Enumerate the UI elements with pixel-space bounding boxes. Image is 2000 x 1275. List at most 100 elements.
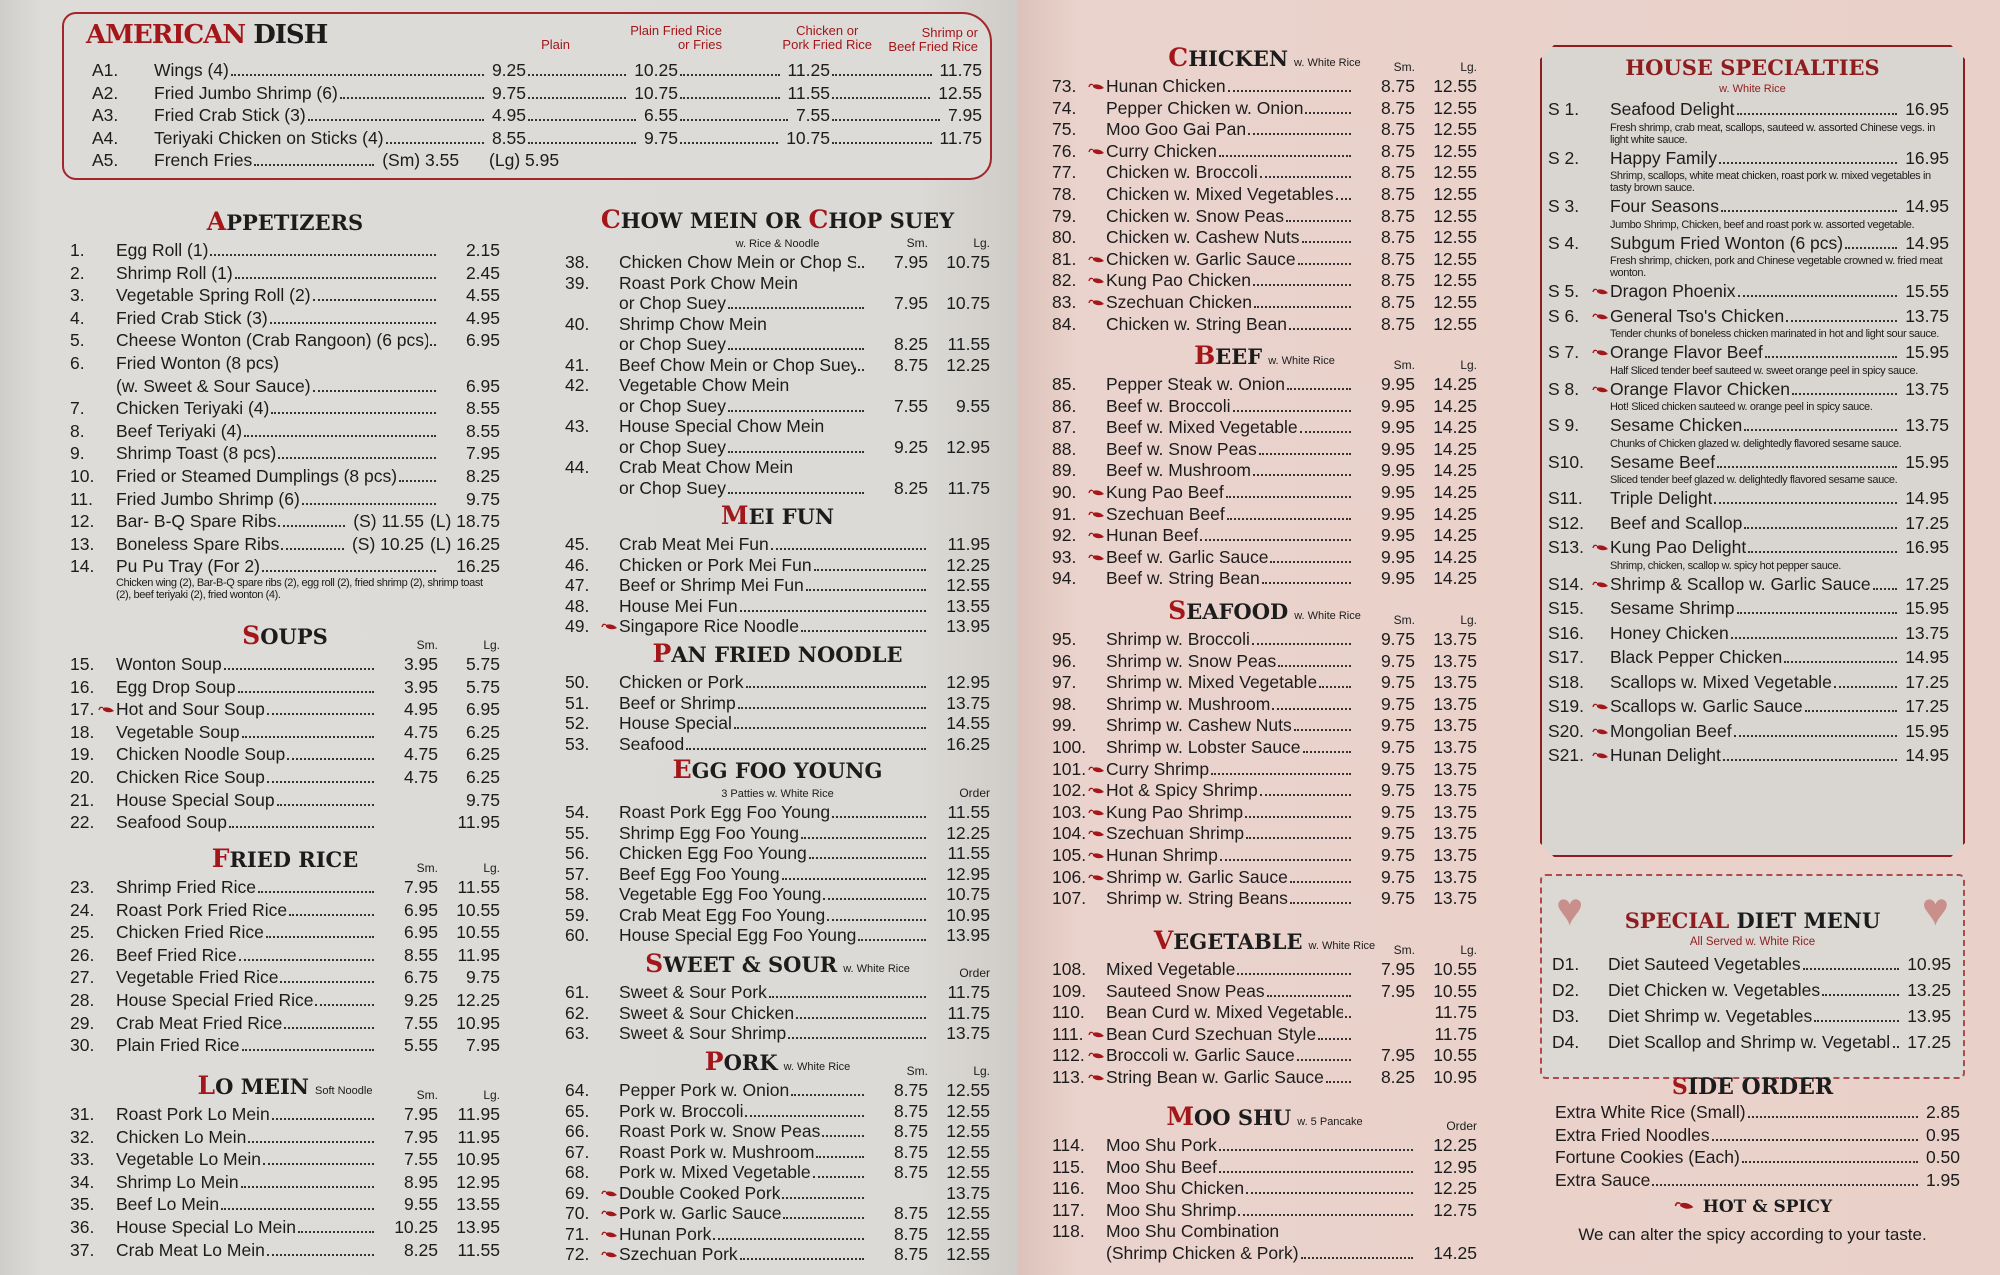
- menu-item[interactable]: S17. Black Pepper Chicken 14.95: [1548, 647, 1949, 672]
- menu-item[interactable]: Extra Fried Noodles 0.95: [1555, 1125, 1960, 1148]
- menu-item[interactable]: 12. Bar- B-Q Spare Ribs (S) 11.55 (L) 18.75: [70, 511, 500, 534]
- menu-item[interactable]: A4. Teriyaki Chicken on Sticks (4) 8.55 9.7…: [92, 128, 982, 149]
- menu-item[interactable]: 52. House Special 14.55: [565, 713, 990, 734]
- menu-item[interactable]: 8. Beef Teriyaki (4) 8.55: [70, 421, 500, 444]
- menu-item[interactable]: 22. Seafood Soup 11.95: [70, 812, 500, 835]
- menu-item[interactable]: Fortune Cookies (Each) 0.50: [1555, 1147, 1960, 1170]
- menu-item[interactable]: S 1. Seafood Delight 16.95 Fresh shrimp, cr…: [1548, 99, 1949, 146]
- menu-item[interactable]: 62. Sweet & Sour Chicken 11.75: [565, 1003, 990, 1024]
- menu-item[interactable]: 91. Szechuan Beef 9.95 14.25: [1052, 504, 1477, 526]
- menu-item[interactable]: 3. Vegetable Spring Roll (2) 4.55: [70, 285, 500, 308]
- menu-item[interactable]: 44. Crab Meat Chow Mein or Chop Suey 8.25 11…: [565, 457, 990, 498]
- menu-item[interactable]: D2. Diet Chicken w. Vegetables 13.25: [1552, 980, 1951, 1006]
- menu-item[interactable]: 21. House Special Soup 9.75: [70, 790, 500, 813]
- menu-item[interactable]: 87. Beef w. Mixed Vegetable 9.95 14.25: [1052, 417, 1477, 439]
- menu-item[interactable]: S15. Sesame Shrimp 15.95: [1548, 598, 1949, 623]
- menu-item[interactable]: 68. Pork w. Mixed Vegetable 8.75 12.55: [565, 1162, 990, 1183]
- menu-item[interactable]: 103. Kung Pao Shrimp 9.75 13.75: [1052, 802, 1477, 824]
- menu-item[interactable]: 45. Crab Meat Mei Fun 11.95: [565, 534, 990, 555]
- menu-item[interactable]: S13. Kung Pao Delight 16.95 Shrimp, chicken…: [1548, 537, 1949, 572]
- menu-item[interactable]: 118. Moo Shu Combination (Shrimp Chicken &…: [1052, 1221, 1477, 1264]
- menu-item[interactable]: 60. House Special Egg Foo Young 13.95: [565, 925, 990, 946]
- menu-item[interactable]: 63. Sweet & Sour Shrimp 13.75: [565, 1023, 990, 1044]
- menu-item[interactable]: 73. Hunan Chicken 8.75 12.55: [1052, 76, 1477, 98]
- menu-item[interactable]: 30. Plain Fried Rice 5.55 7.95: [70, 1035, 500, 1058]
- menu-item[interactable]: 56. Chicken Egg Foo Young 11.55: [565, 843, 990, 864]
- menu-item[interactable]: 43. House Special Chow Mein or Chop Suey 9.…: [565, 416, 990, 457]
- menu-item[interactable]: 66. Roast Pork w. Snow Peas 8.75 12.55: [565, 1121, 990, 1142]
- menu-item[interactable]: 34. Shrimp Lo Mein 8.95 12.95: [70, 1172, 500, 1195]
- menu-item[interactable]: A5. French Fries (Sm) 3.55 (Lg) 5.95: [92, 150, 559, 171]
- menu-item[interactable]: 11. Fried Jumbo Shrimp (6) 9.75: [70, 489, 500, 512]
- menu-item[interactable]: 28. House Special Fried Rice 9.25 12.25: [70, 990, 500, 1013]
- menu-item[interactable]: S 9. Sesame Chicken 13.75 Chunks of Chicken…: [1548, 415, 1949, 450]
- menu-item[interactable]: 61. Sweet & Sour Pork 11.75: [565, 982, 990, 1003]
- menu-item[interactable]: 106. Shrimp w. Garlic Sauce 9.75 13.75: [1052, 867, 1477, 889]
- menu-item[interactable]: 42. Vegetable Chow Mein or Chop Suey 7.55 9.…: [565, 375, 990, 416]
- menu-item[interactable]: 1. Egg Roll (1) 2.15: [70, 240, 500, 263]
- menu-item[interactable]: 31. Roast Pork Lo Mein 7.95 11.95: [70, 1104, 500, 1127]
- menu-item[interactable]: 76. Curry Chicken 8.75 12.55: [1052, 141, 1477, 163]
- menu-item[interactable]: 98. Shrimp w. Mushroom 9.75 13.75: [1052, 694, 1477, 716]
- menu-item[interactable]: 46. Chicken or Pork Mei Fun 12.25: [565, 555, 990, 576]
- menu-item[interactable]: 117. Moo Shu Shrimp 12.75: [1052, 1200, 1477, 1222]
- menu-item[interactable]: 19. Chicken Noodle Soup 4.75 6.25: [70, 744, 500, 767]
- menu-item[interactable]: S20. Mongolian Beef 15.95: [1548, 721, 1949, 746]
- menu-item[interactable]: 75. Moo Goo Gai Pan 8.75 12.55: [1052, 119, 1477, 141]
- menu-item[interactable]: 16. Egg Drop Soup 3.95 5.75: [70, 677, 500, 700]
- menu-item[interactable]: S11. Triple Delight 14.95: [1548, 488, 1949, 513]
- menu-item[interactable]: S21. Hunan Delight 14.95: [1548, 745, 1949, 770]
- menu-item[interactable]: 20. Chicken Rice Soup 4.75 6.25: [70, 767, 500, 790]
- menu-item[interactable]: 7. Chicken Teriyaki (4) 8.55: [70, 398, 500, 421]
- menu-item[interactable]: 18. Vegetable Soup 4.75 6.25: [70, 722, 500, 745]
- menu-item[interactable]: 54. Roast Pork Egg Foo Young 11.55: [565, 802, 990, 823]
- menu-item[interactable]: 26. Beef Fried Rice 8.55 11.95: [70, 945, 500, 968]
- menu-item[interactable]: 81. Chicken w. Garlic Sauce 8.75 12.55: [1052, 249, 1477, 271]
- menu-item[interactable]: 112. Broccoli w. Garlic Sauce 7.95 10.55: [1052, 1045, 1477, 1067]
- menu-item[interactable]: 37. Crab Meat Lo Mein 8.25 11.55: [70, 1240, 500, 1263]
- menu-item[interactable]: 15. Wonton Soup 3.95 5.75: [70, 654, 500, 677]
- menu-item[interactable]: S 7. Orange Flavor Beef 15.95 Half Sliced t…: [1548, 342, 1949, 377]
- menu-item[interactable]: 9. Shrimp Toast (8 pcs) 7.95: [70, 443, 500, 466]
- menu-item[interactable]: 93. Beef w. Garlic Sauce 9.95 14.25: [1052, 547, 1477, 569]
- menu-item[interactable]: 55. Shrimp Egg Foo Young 12.25: [565, 823, 990, 844]
- menu-item[interactable]: 83. Szechuan Chicken 8.75 12.55: [1052, 292, 1477, 314]
- menu-item[interactable]: 111. Bean Curd Szechuan Style 11.75: [1052, 1024, 1477, 1046]
- menu-item[interactable]: 32. Chicken Lo Mein 7.95 11.95: [70, 1127, 500, 1150]
- menu-item[interactable]: 50. Chicken or Pork 12.95: [565, 672, 990, 693]
- menu-item[interactable]: 80. Chicken w. Cashew Nuts 8.75 12.55: [1052, 227, 1477, 249]
- menu-item[interactable]: 29. Crab Meat Fried Rice 7.55 10.95: [70, 1013, 500, 1036]
- menu-item[interactable]: 14. Pu Pu Tray (For 2) 16.25 Chicken wing (…: [70, 556, 500, 601]
- menu-item[interactable]: 84. Chicken w. String Bean 8.75 12.55: [1052, 314, 1477, 336]
- menu-item[interactable]: S12. Beef and Scallop 17.25: [1548, 513, 1949, 538]
- menu-item[interactable]: 40. Shrimp Chow Mein or Chop Suey 8.25 11.55: [565, 314, 990, 355]
- menu-item[interactable]: 41. Beef Chow Mein or Chop Suey 8.75 12.25: [565, 355, 990, 376]
- menu-item[interactable]: 82. Kung Pao Chicken 8.75 12.55: [1052, 270, 1477, 292]
- menu-item[interactable]: 115. Moo Shu Beef 12.95: [1052, 1157, 1477, 1179]
- menu-item[interactable]: D1. Diet Sauteed Vegetables 10.95: [1552, 954, 1951, 980]
- menu-item[interactable]: 53. Seafood 16.25: [565, 734, 990, 755]
- menu-item[interactable]: 85. Pepper Steak w. Onion 9.95 14.25: [1052, 374, 1477, 396]
- menu-item[interactable]: 33. Vegetable Lo Mein 7.55 10.95: [70, 1149, 500, 1172]
- menu-item[interactable]: 95. Shrimp w. Broccoli 9.75 13.75: [1052, 629, 1477, 651]
- menu-item[interactable]: 79. Chicken w. Snow Peas 8.75 12.55: [1052, 206, 1477, 228]
- menu-item[interactable]: 47. Beef or Shrimp Mei Fun 12.55: [565, 575, 990, 596]
- menu-item[interactable]: 101. Curry Shrimp 9.75 13.75: [1052, 759, 1477, 781]
- menu-item[interactable]: 94. Beef w. String Bean 9.95 14.25: [1052, 568, 1477, 590]
- menu-item[interactable]: 71. Hunan Pork 8.75 12.55: [565, 1224, 990, 1245]
- menu-item[interactable]: 100. Shrimp w. Lobster Sauce 9.75 13.75: [1052, 737, 1477, 759]
- menu-item[interactable]: 17. Hot and Sour Soup 4.95 6.95: [70, 699, 500, 722]
- menu-item[interactable]: 57. Beef Egg Foo Young 12.95: [565, 864, 990, 885]
- menu-item[interactable]: 36. House Special Lo Mein 10.25 13.95: [70, 1217, 500, 1240]
- menu-item[interactable]: S10. Sesame Beef 15.95 Sliced tender beef g…: [1548, 452, 1949, 487]
- menu-item[interactable]: Extra White Rice (Small) 2.85: [1555, 1102, 1960, 1125]
- menu-item[interactable]: 104. Szechuan Shrimp 9.75 13.75: [1052, 823, 1477, 845]
- menu-item[interactable]: 89. Beef w. Mushroom 9.95 14.25: [1052, 460, 1477, 482]
- menu-item[interactable]: 2. Shrimp Roll (1) 2.45: [70, 263, 500, 286]
- menu-item[interactable]: 58. Vegetable Egg Foo Young 10.75: [565, 884, 990, 905]
- menu-item[interactable]: 114. Moo Shu Pork 12.25: [1052, 1135, 1477, 1157]
- menu-item[interactable]: 102. Hot & Spicy Shrimp 9.75 13.75: [1052, 780, 1477, 802]
- menu-item[interactable]: S14. Shrimp & Scallop w. Garlic Sauce 17.2…: [1548, 574, 1949, 599]
- menu-item[interactable]: 74. Pepper Chicken w. Onion 8.75 12.55: [1052, 98, 1477, 120]
- menu-item[interactable]: 10. Fried or Steamed Dumplings (8 pcs) 8.2…: [70, 466, 500, 489]
